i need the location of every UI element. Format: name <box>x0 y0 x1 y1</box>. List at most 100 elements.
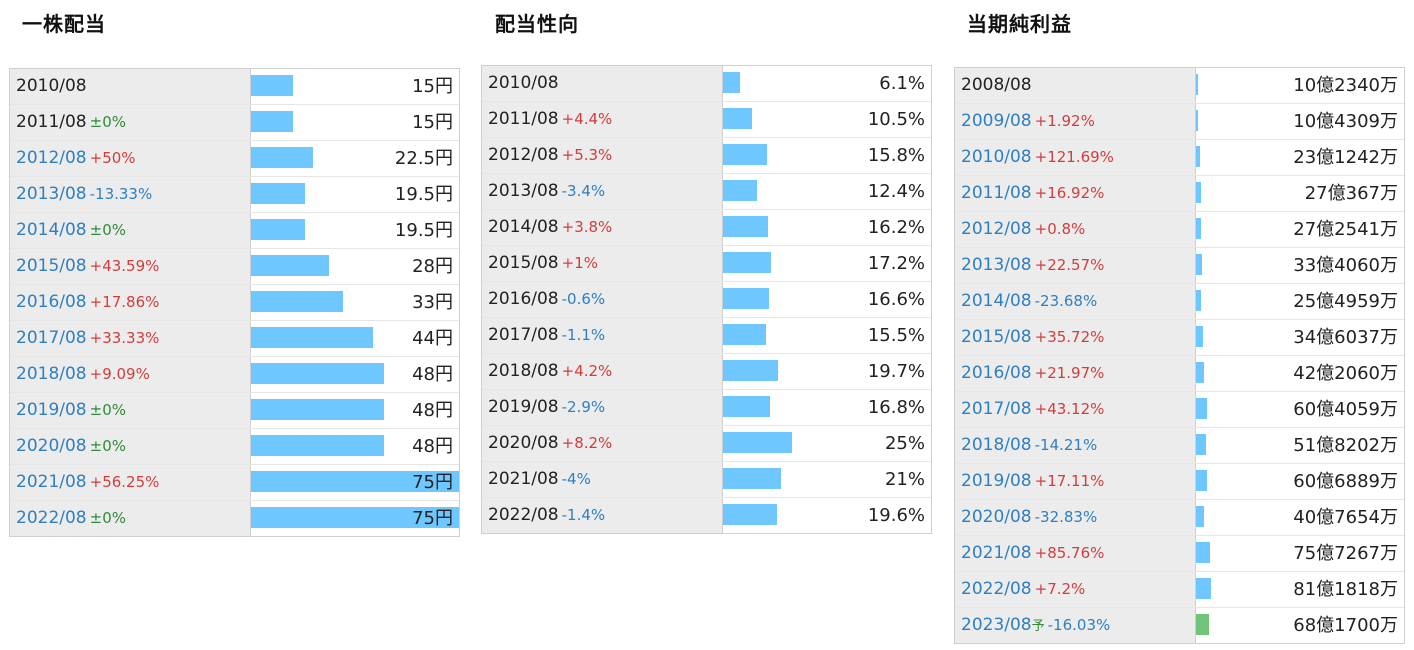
year-link[interactable]: 2022/08 <box>16 508 87 528</box>
year-link[interactable]: 2009/08 <box>961 111 1032 131</box>
value-bar <box>251 147 313 168</box>
forecast-mark: 予 <box>1031 619 1045 634</box>
dividend-table: 2010/08 15円 2011/08 ±0% 15円 2012/08 +50% 22.5円 2… <box>9 68 460 537</box>
change-percent: -1.1% <box>561 326 606 344</box>
table-row: 2016/08 +21.97% 42億2060万 <box>955 356 1404 392</box>
year-link[interactable]: 2014/08 <box>961 291 1032 311</box>
year-link[interactable]: 2015/08 <box>16 256 87 276</box>
value-bar <box>723 288 769 309</box>
value-bar <box>251 219 305 240</box>
panel-title: 一株配当 <box>22 12 106 36</box>
year-link[interactable]: 2013/08 <box>961 255 1032 275</box>
value-label: 16.8% <box>867 397 925 418</box>
row-label: 2018/08 +9.09% <box>10 357 251 392</box>
change-percent: +1.92% <box>1034 112 1095 130</box>
change-percent: +50% <box>89 149 136 167</box>
row-label: 2010/08 <box>482 66 723 101</box>
table-row: 2011/08 +16.92% 27億367万 <box>955 176 1404 212</box>
table-row: 2022/08 +7.2% 81億1818万 <box>955 572 1404 608</box>
value-label: 19.5円 <box>394 184 453 205</box>
year-label: 2016/08 <box>488 289 559 309</box>
value-label: 17.2% <box>867 253 925 274</box>
year-link[interactable]: 2020/08 <box>16 436 87 456</box>
year-link[interactable]: 2014/08 <box>16 220 87 240</box>
value-label: 22.5円 <box>394 148 453 169</box>
table-row: 2017/08 -1.1% 15.5% <box>482 318 931 354</box>
change-percent: +4.2% <box>561 362 613 380</box>
change-percent: +43.12% <box>1034 400 1105 418</box>
year-link[interactable]: 2021/08 <box>961 543 1032 563</box>
table-row: 2015/08 +43.59% 28円 <box>10 249 459 285</box>
value-label: 15円 <box>412 76 453 97</box>
value-bar <box>251 291 343 312</box>
year-link[interactable]: 2019/08 <box>16 400 87 420</box>
value-label: 6.1% <box>879 73 925 94</box>
change-percent: +0.8% <box>1034 220 1086 238</box>
year-label: 2010/08 <box>488 73 559 93</box>
year-link[interactable]: 2023/08 <box>961 615 1032 635</box>
change-percent: -32.83% <box>1034 508 1098 526</box>
row-label: 2018/08 -14.21% <box>955 428 1196 463</box>
value-label: 27億367万 <box>1304 183 1398 204</box>
value-label: 33円 <box>412 292 453 313</box>
table-row: 2016/08 +17.86% 33円 <box>10 285 459 321</box>
change-percent: +85.76% <box>1034 544 1105 562</box>
value-bar <box>251 363 384 384</box>
table-row: 2017/08 +33.33% 44円 <box>10 321 459 357</box>
table-row: 2017/08 +43.12% 60億4059万 <box>955 392 1404 428</box>
change-percent: -0.6% <box>561 290 606 308</box>
value-bar <box>1196 326 1203 347</box>
value-bar <box>1196 146 1200 167</box>
year-link[interactable]: 2018/08 <box>16 364 87 384</box>
value-label: 19.6% <box>867 505 925 526</box>
change-percent: +3.8% <box>561 218 613 236</box>
year-label: 2013/08 <box>488 181 559 201</box>
year-link[interactable]: 2012/08 <box>16 148 87 168</box>
year-link[interactable]: 2016/08 <box>16 292 87 312</box>
row-label: 2013/08 -13.33% <box>10 177 251 212</box>
table-row: 2012/08 +0.8% 27億2541万 <box>955 212 1404 248</box>
year-link[interactable]: 2018/08 <box>961 435 1032 455</box>
year-label: 2011/08 <box>488 109 559 129</box>
year-link[interactable]: 2017/08 <box>961 399 1032 419</box>
table-row: 2018/08 +9.09% 48円 <box>10 357 459 393</box>
year-link[interactable]: 2016/08 <box>961 363 1032 383</box>
change-percent: +35.72% <box>1034 328 1105 346</box>
row-label: 2016/08 +17.86% <box>10 285 251 320</box>
row-label: 2010/08 <box>10 69 251 104</box>
row-label: 2012/08 +5.3% <box>482 138 723 173</box>
payout-table: 2010/08 6.1% 2011/08 +4.4% 10.5% 2012/08 +5.3%… <box>481 65 932 534</box>
value-bar <box>1196 290 1201 311</box>
table-row: 2018/08 +4.2% 19.7% <box>482 354 931 390</box>
table-row: 2014/08 -23.68% 25億4959万 <box>955 284 1404 320</box>
value-label: 28円 <box>412 256 453 277</box>
change-percent: ±0% <box>89 437 126 455</box>
row-label: 2013/08 -3.4% <box>482 174 723 209</box>
year-link[interactable]: 2022/08 <box>961 579 1032 599</box>
year-label: 2017/08 <box>488 325 559 345</box>
table-row: 2012/08 +5.3% 15.8% <box>482 138 931 174</box>
panel-title: 当期純利益 <box>967 12 1072 36</box>
table-row: 2013/08 -13.33% 19.5円 <box>10 177 459 213</box>
change-percent: +43.59% <box>89 257 160 275</box>
table-row: 2021/08 +56.25% 75円 <box>10 465 459 501</box>
year-link[interactable]: 2019/08 <box>961 471 1032 491</box>
year-link[interactable]: 2017/08 <box>16 328 87 348</box>
year-label: 2021/08 <box>488 469 559 489</box>
row-label: 2015/08 +1% <box>482 246 723 281</box>
year-link[interactable]: 2013/08 <box>16 184 87 204</box>
year-link[interactable]: 2015/08 <box>961 327 1032 347</box>
year-link[interactable]: 2010/08 <box>961 147 1032 167</box>
row-label: 2020/08 +8.2% <box>482 426 723 461</box>
table-row: 2020/08 -32.83% 40億7654万 <box>955 500 1404 536</box>
value-label: 75円 <box>412 508 453 529</box>
year-link[interactable]: 2012/08 <box>961 219 1032 239</box>
year-link[interactable]: 2021/08 <box>16 472 87 492</box>
year-link[interactable]: 2020/08 <box>961 507 1032 527</box>
value-bar <box>1196 218 1201 239</box>
value-label: 40億7654万 <box>1293 507 1398 528</box>
table-row: 2021/08 -4% 21% <box>482 462 931 498</box>
value-label: 15.8% <box>867 145 925 166</box>
year-link[interactable]: 2011/08 <box>961 183 1032 203</box>
value-label: 15.5% <box>867 325 925 346</box>
